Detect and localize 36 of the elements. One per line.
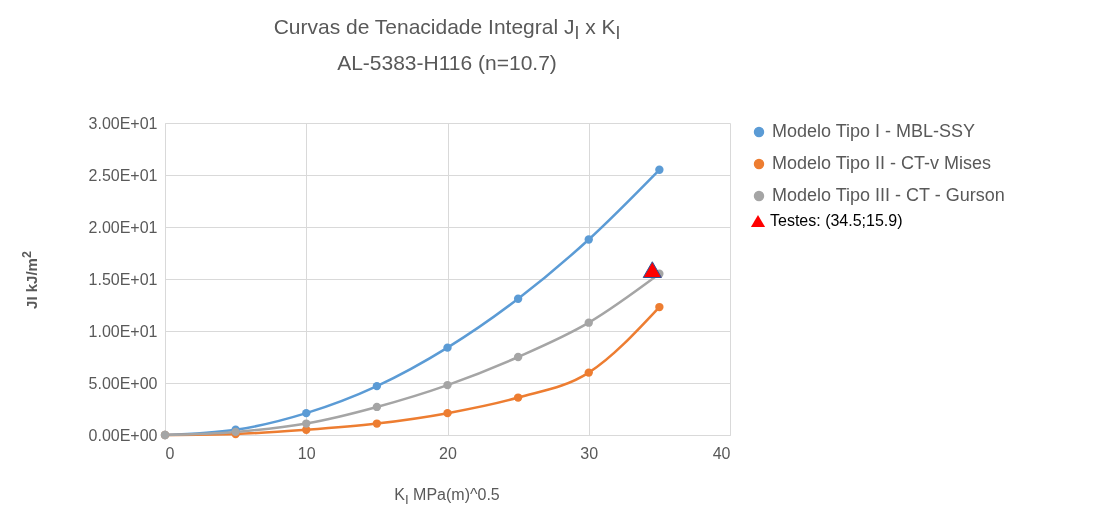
y-tick-label: 2.50E+01	[88, 166, 158, 184]
point	[655, 165, 664, 174]
point	[443, 408, 452, 418]
y-tick-label: 5.00E+00	[88, 374, 158, 392]
x-tick-label: 10	[297, 444, 316, 462]
point	[443, 380, 452, 390]
x-tick-label: 30	[580, 444, 599, 462]
point	[302, 408, 311, 418]
y-tick-label: 2.00E+01	[88, 218, 158, 236]
point	[513, 352, 523, 362]
point	[443, 343, 452, 352]
y-tick-label: 3.00E+01	[88, 114, 158, 132]
x-tick-label: 0	[165, 444, 175, 462]
point	[513, 294, 523, 303]
point	[372, 402, 382, 412]
legend-label: Modelo Tipo I - MBL-SSY	[772, 121, 976, 141]
chart-subtitle: AL-5383-H116 (n=10.7)	[337, 51, 557, 75]
y-tick-label: 0.00E+00	[88, 426, 158, 444]
point	[372, 419, 382, 428]
x-tick-label: 20	[439, 444, 457, 462]
point	[584, 318, 593, 327]
point	[372, 381, 382, 391]
legend-label: Modelo Tipo III - CT - Gurson	[772, 185, 1005, 205]
y-tick-label: 1.50E+01	[88, 270, 158, 288]
legend-label: Testes: (34.5;15.9)	[770, 212, 903, 229]
x-axis-title: K$_{I}$ MPa(m)^0.5	[393, 486, 501, 508]
chart-title: Curvas de Tenacidade Integral J$_{I}$ x K$_{I}$	[273, 15, 621, 44]
point	[302, 419, 311, 428]
legend-label: Modelo Tipo II - CT-v Mises	[772, 153, 992, 173]
point	[655, 302, 664, 312]
x-tick-label: 40	[712, 444, 731, 462]
y-tick-label: 1.00E+01	[88, 322, 158, 340]
point	[584, 368, 593, 377]
point	[584, 235, 593, 244]
point	[513, 393, 523, 402]
point	[642, 261, 662, 279]
